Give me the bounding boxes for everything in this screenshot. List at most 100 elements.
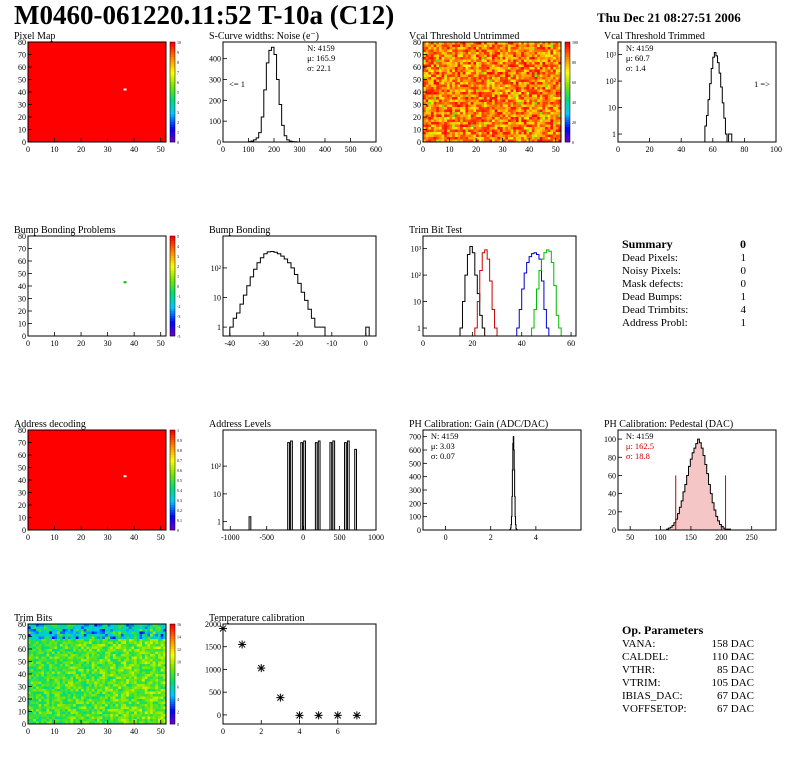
heatmap-cell bbox=[494, 77, 498, 80]
heatmap-cell bbox=[150, 626, 154, 630]
heatmap-cell bbox=[147, 646, 151, 650]
color-scale-segment bbox=[170, 258, 175, 262]
heatmap-cell bbox=[160, 699, 164, 702]
heatmap-cell bbox=[502, 92, 506, 95]
heatmap-cell bbox=[523, 107, 527, 110]
heatmap-cell bbox=[128, 709, 132, 712]
color-scale-segment bbox=[170, 684, 175, 687]
heatmap-cell bbox=[160, 626, 164, 630]
heatmap-cell bbox=[454, 74, 458, 78]
heatmap-cell bbox=[120, 691, 124, 695]
heatmap-cell bbox=[518, 64, 522, 68]
heatmap-cell bbox=[526, 64, 530, 68]
heatmap-cell bbox=[470, 47, 474, 50]
heatmap-cell bbox=[67, 661, 71, 665]
color-scale-segment bbox=[170, 241, 175, 244]
y-tick-label: 2000 bbox=[205, 620, 221, 629]
heatmap-cell bbox=[555, 67, 559, 70]
heatmap-cell bbox=[553, 47, 557, 50]
color-scale-segment bbox=[170, 472, 175, 476]
plot-frame bbox=[422, 429, 582, 531]
heatmap-cell bbox=[94, 629, 98, 632]
heatmap-cell bbox=[104, 706, 109, 710]
y-tick-label: 1 bbox=[217, 323, 221, 332]
heatmap-cell bbox=[438, 84, 442, 88]
x-tick-label: 50 bbox=[552, 145, 560, 154]
color-scale-label: 0.3 bbox=[177, 498, 182, 503]
color-scale-segment bbox=[170, 323, 175, 327]
heatmap-cell bbox=[110, 624, 114, 627]
heatmap-cell bbox=[441, 109, 445, 113]
heatmap-cell bbox=[163, 624, 167, 627]
heatmap-cell bbox=[86, 689, 90, 692]
heatmap-cell bbox=[163, 684, 167, 687]
heatmap-cell bbox=[444, 94, 448, 98]
heatmap-cell bbox=[28, 661, 32, 665]
heatmap-cell bbox=[478, 82, 482, 85]
heatmap-cell bbox=[142, 666, 146, 670]
heatmap-cell bbox=[537, 92, 541, 95]
color-scale-segment bbox=[170, 328, 175, 332]
heatmap-cell bbox=[497, 74, 501, 78]
heatmap-cell bbox=[465, 97, 469, 100]
heatmap-cell bbox=[505, 114, 509, 118]
heatmap-cell bbox=[534, 72, 538, 75]
heatmap-cell bbox=[83, 631, 87, 635]
heatmap-cell bbox=[529, 124, 533, 128]
heatmap-cell bbox=[158, 684, 162, 687]
heatmap-cell bbox=[489, 127, 493, 130]
heatmap-cell bbox=[147, 626, 151, 630]
color-scale-segment bbox=[170, 721, 175, 725]
heatmap-cell bbox=[454, 47, 458, 50]
heatmap-cell bbox=[515, 74, 519, 78]
heatmap-cell bbox=[163, 709, 167, 712]
heatmap-cell bbox=[462, 134, 466, 138]
heatmap-cell bbox=[470, 119, 474, 123]
heatmap-cell bbox=[33, 694, 37, 697]
heatmap-cell bbox=[75, 659, 79, 662]
chart-title: Bump Bonding bbox=[209, 225, 270, 236]
heatmap-cell bbox=[91, 681, 95, 685]
heatmap-cell bbox=[142, 631, 146, 635]
heatmap-cell bbox=[126, 686, 130, 690]
heatmap-cell bbox=[131, 651, 135, 655]
heatmap-cell bbox=[452, 52, 456, 55]
heatmap-cell bbox=[59, 669, 63, 672]
color-scale-label: 0.8 bbox=[177, 448, 182, 453]
heatmap-cell bbox=[142, 721, 146, 725]
heatmap-cell bbox=[134, 659, 138, 662]
heatmap-cell bbox=[444, 44, 448, 48]
heatmap-cell bbox=[150, 704, 154, 707]
heatmap-cell bbox=[139, 659, 143, 662]
heatmap-cell bbox=[537, 74, 541, 78]
y-tick-label: 40 bbox=[413, 88, 421, 97]
heatmap-cell bbox=[150, 721, 154, 725]
color-scale-segment bbox=[170, 435, 175, 438]
heatmap-cell bbox=[553, 132, 557, 135]
heatmap-cell bbox=[481, 42, 485, 45]
heatmap-cell bbox=[136, 671, 140, 675]
heatmap-cell bbox=[112, 669, 116, 672]
address-peak bbox=[300, 442, 304, 530]
heatmap-cell bbox=[91, 639, 95, 642]
heatmap-cell bbox=[515, 42, 519, 45]
heatmap-cell bbox=[118, 666, 122, 670]
heatmap-cell bbox=[46, 721, 50, 725]
heatmap-cell bbox=[94, 669, 98, 672]
heatmap-cell bbox=[550, 114, 554, 118]
y-tick-label: 20 bbox=[18, 307, 26, 316]
heatmap-cell bbox=[507, 72, 511, 75]
heatmap-cell bbox=[41, 691, 45, 695]
heatmap-cell bbox=[70, 716, 74, 720]
overflow-annotation: 1 => bbox=[754, 79, 770, 89]
heatmap-cell bbox=[30, 641, 34, 645]
heatmap-cell bbox=[446, 139, 450, 143]
heatmap-cell bbox=[94, 719, 98, 722]
heatmap-cell bbox=[441, 57, 445, 60]
heatmap-cell bbox=[49, 629, 53, 632]
heatmap-cell bbox=[497, 47, 501, 50]
heatmap-cell bbox=[436, 114, 440, 118]
heatmap-cell bbox=[553, 57, 557, 60]
heatmap-cell bbox=[438, 69, 442, 73]
heatmap-cell bbox=[507, 122, 511, 125]
